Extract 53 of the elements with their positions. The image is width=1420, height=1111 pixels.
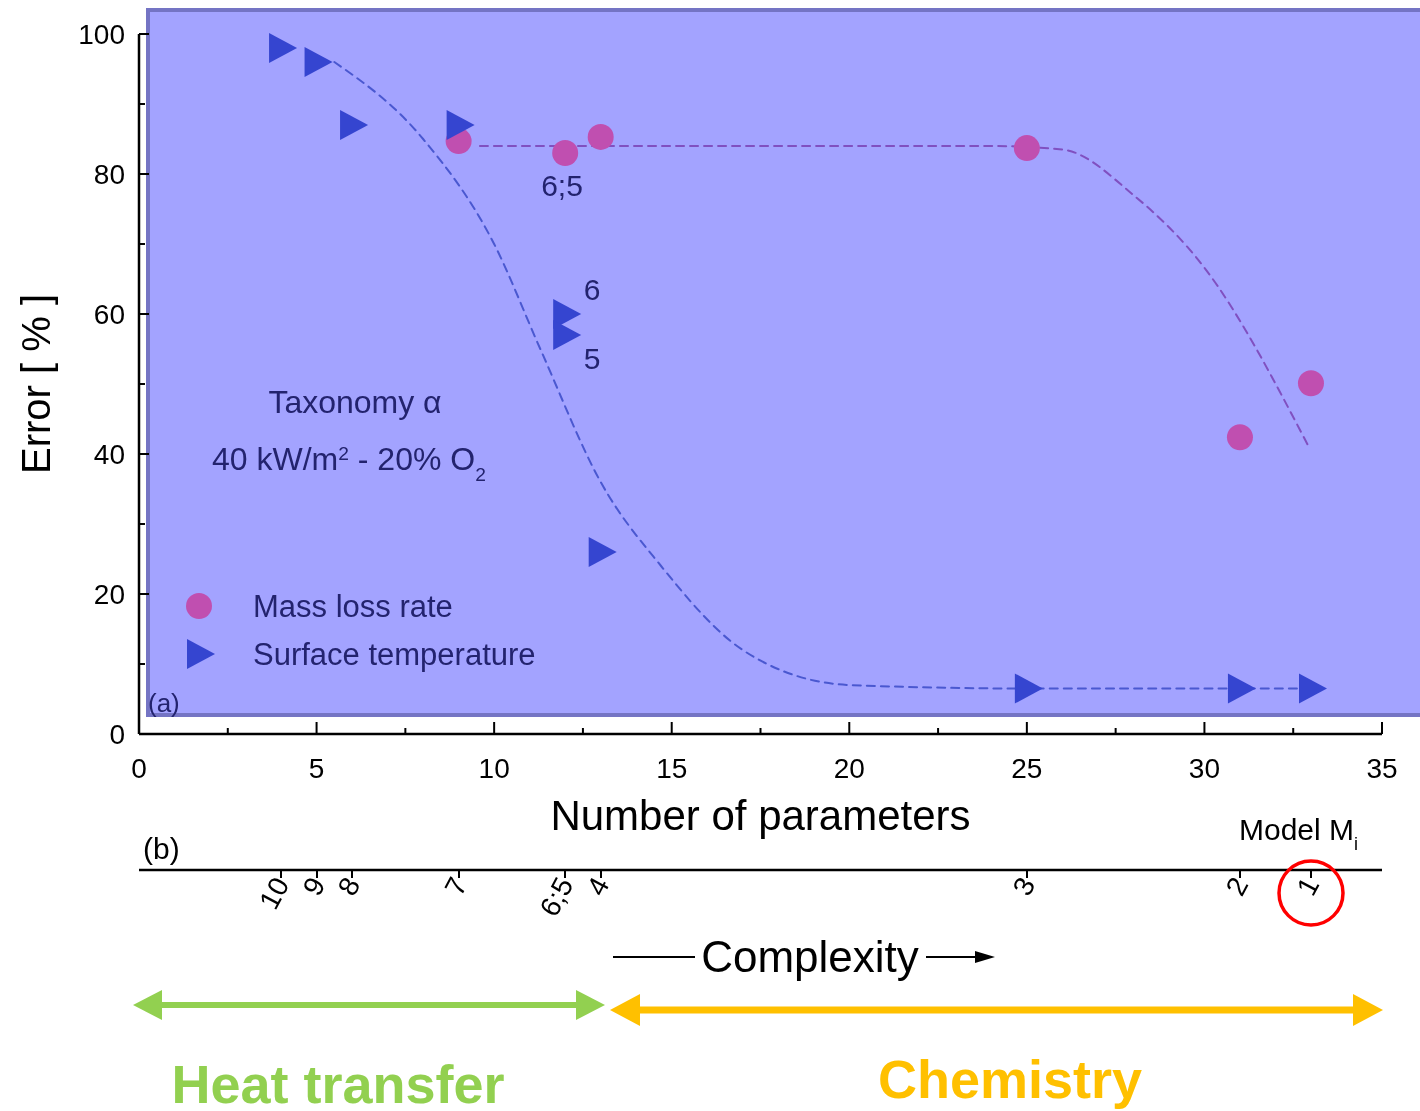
text: (b) [143, 832, 180, 865]
y-axis-title: Error [ % ] [14, 293, 58, 475]
point [1014, 673, 1043, 704]
text: 6;5 [533, 872, 580, 922]
annotation: 6 [583, 273, 601, 306]
x-axis-title: Number of parameters [550, 792, 971, 839]
text: 7 [438, 872, 474, 901]
x-tick-label: 30 [1188, 753, 1221, 784]
point [1297, 370, 1324, 397]
annotation: 40 kW/m$^{2}$ - 20% O$_{2}$ [212, 441, 486, 485]
text: 3 [1006, 872, 1042, 901]
text: 9 [296, 872, 332, 901]
annotation: 6;5 [541, 169, 583, 202]
text: Complexity [701, 932, 919, 981]
text: 2 [1219, 872, 1255, 901]
point [1226, 424, 1253, 451]
annotation: Taxonomy α [268, 384, 442, 420]
point [1227, 673, 1256, 704]
y-tick-label: 100 [78, 19, 125, 50]
y-tick-label: 20 [93, 579, 125, 610]
text: 1 [1290, 872, 1326, 901]
text: 10 [253, 872, 296, 915]
line-series [478, 145, 1309, 446]
point [1013, 135, 1040, 162]
point [446, 110, 475, 140]
text: Chemistry [877, 1049, 1143, 1109]
point [1298, 673, 1327, 704]
text: Model M$_{i}$ [1238, 813, 1358, 854]
point [552, 140, 579, 166]
point [587, 123, 614, 150]
y-tick-label: 60 [93, 299, 125, 330]
text: Heat transfer [171, 1054, 505, 1111]
legend-label: Surface temperature [253, 637, 536, 672]
x-tick-label: 20 [833, 753, 865, 784]
point [340, 110, 369, 140]
y-tick-label: 80 [93, 159, 125, 190]
legend-label: Mass loss rate [253, 589, 453, 624]
point [304, 47, 333, 77]
y-tick-label: 0 [109, 719, 125, 750]
x-tick-label: 10 [478, 753, 510, 784]
x-tick-label: 0 [131, 753, 147, 784]
point [588, 537, 617, 567]
x-tick-label: 35 [1366, 753, 1398, 784]
text: 8 [331, 872, 367, 901]
x-tick-label: 25 [1011, 753, 1043, 784]
annotation: (a) [148, 688, 180, 718]
x-tick-label: 15 [656, 753, 688, 784]
text: 4 [580, 872, 616, 901]
y-tick-label: 40 [93, 439, 125, 470]
point [553, 320, 582, 350]
x-tick-label: 5 [308, 753, 325, 784]
annotation: 5 [583, 342, 601, 375]
point [269, 33, 298, 63]
